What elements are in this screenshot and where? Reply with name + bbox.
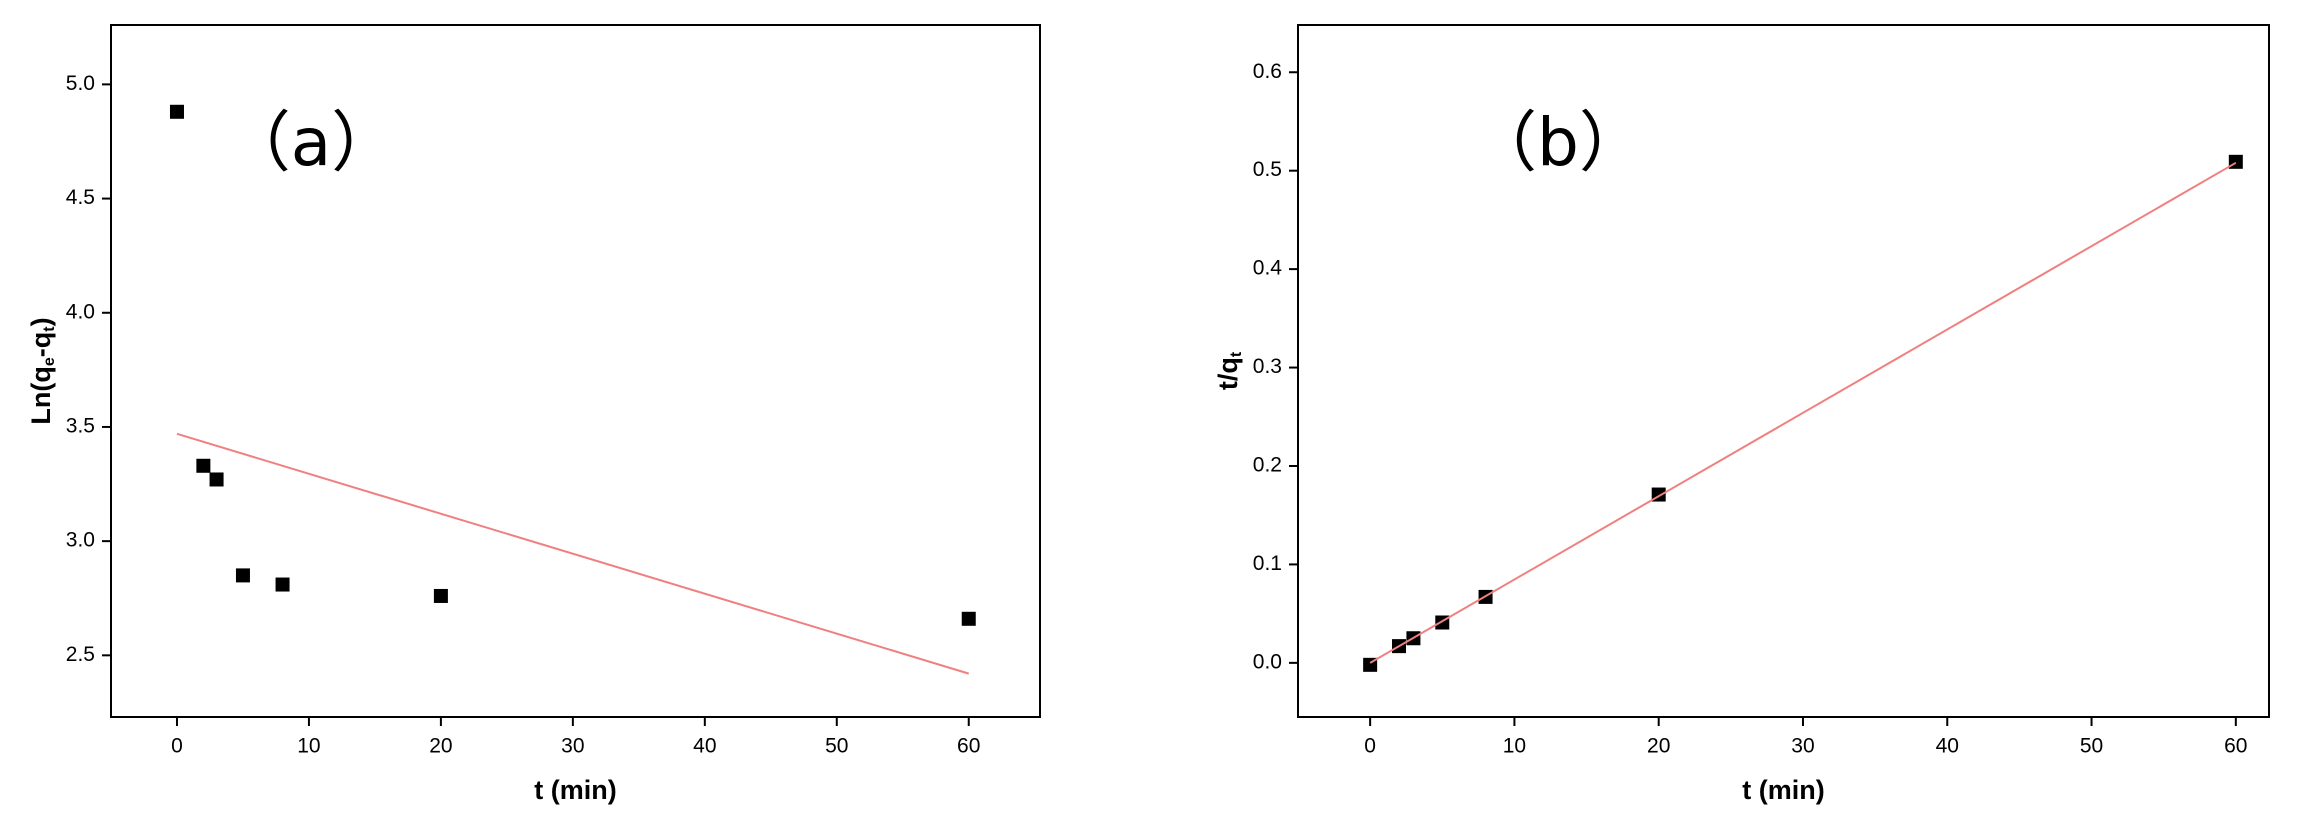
y-tick-label: 0.6 xyxy=(1253,60,1282,83)
y-label-subscript: e xyxy=(41,357,58,366)
chart: 0 10 20 30 40 50 60 2.5 3.0 3.5 4.0 4.5 5.0 t (min) Ln… xyxy=(26,24,1041,805)
y-tick-label: 3.5 xyxy=(66,415,95,438)
fit-line xyxy=(1369,161,2237,664)
y-tick-label: 0.5 xyxy=(1253,158,1282,181)
y-label-text: t/q xyxy=(1213,357,1243,390)
y-tick-label: 4.5 xyxy=(66,186,95,209)
data-point xyxy=(169,104,184,119)
data-point xyxy=(275,577,290,592)
y-tick-label: 2.5 xyxy=(66,643,95,666)
x-tick-label: 0 xyxy=(171,735,183,758)
plot-frame xyxy=(1297,24,2270,718)
y-tick-label: 0.1 xyxy=(1253,552,1282,575)
x-tick-label: 10 xyxy=(297,735,320,758)
x-tick-label: 30 xyxy=(1791,735,1814,758)
y-axis-label: Ln(qe-qt) xyxy=(26,317,58,424)
y-label-text: -q xyxy=(26,332,56,357)
y-tick-label: 4.0 xyxy=(66,300,95,323)
x-axis-label: t (min) xyxy=(534,775,616,805)
x-tick-label: 10 xyxy=(1503,735,1526,758)
y-tick-label: 0.4 xyxy=(1253,257,1283,280)
chart: 0 10 20 30 40 50 60 0.0 0.1 0.2 0.3 0.4 0.5 0.6 t (min… xyxy=(1213,24,2270,805)
y-label-text: Ln(q xyxy=(26,366,56,424)
x-tick-label: 30 xyxy=(561,735,584,758)
y-label-subscript: t xyxy=(41,326,58,332)
y-tick-label: 3.0 xyxy=(66,529,95,552)
y-label-subscript: t xyxy=(1228,351,1245,357)
y-tick-label: 0.3 xyxy=(1253,355,1282,378)
y-tick-label: 5.0 xyxy=(66,72,95,95)
plot-frame xyxy=(110,24,1041,718)
x-tick-label: 40 xyxy=(1936,735,1959,758)
x-tick-label: 20 xyxy=(429,735,452,758)
fit-line xyxy=(176,432,970,675)
panel-label: （b） xyxy=(1471,104,1645,181)
x-tick-label: 40 xyxy=(693,735,716,758)
y-axis-label: t/qt xyxy=(1213,351,1245,390)
x-tick-label: 0 xyxy=(1364,735,1376,758)
x-tick-label: 60 xyxy=(2224,735,2247,758)
y-tick-label: 0.2 xyxy=(1253,454,1282,477)
x-tick-label: 20 xyxy=(1647,735,1670,758)
panel-label: （a） xyxy=(225,104,397,181)
data-point xyxy=(235,568,250,583)
data-point xyxy=(961,611,976,626)
data-point xyxy=(196,458,211,473)
x-tick-label: 60 xyxy=(957,735,980,758)
x-tick-label: 50 xyxy=(2080,735,2103,758)
y-tick-label: 0.0 xyxy=(1253,650,1282,673)
data-point xyxy=(433,588,448,603)
x-axis-label: t (min) xyxy=(1742,775,1824,805)
x-tick-label: 50 xyxy=(825,735,848,758)
data-point xyxy=(209,472,224,487)
y-label-text: ) xyxy=(26,317,56,326)
